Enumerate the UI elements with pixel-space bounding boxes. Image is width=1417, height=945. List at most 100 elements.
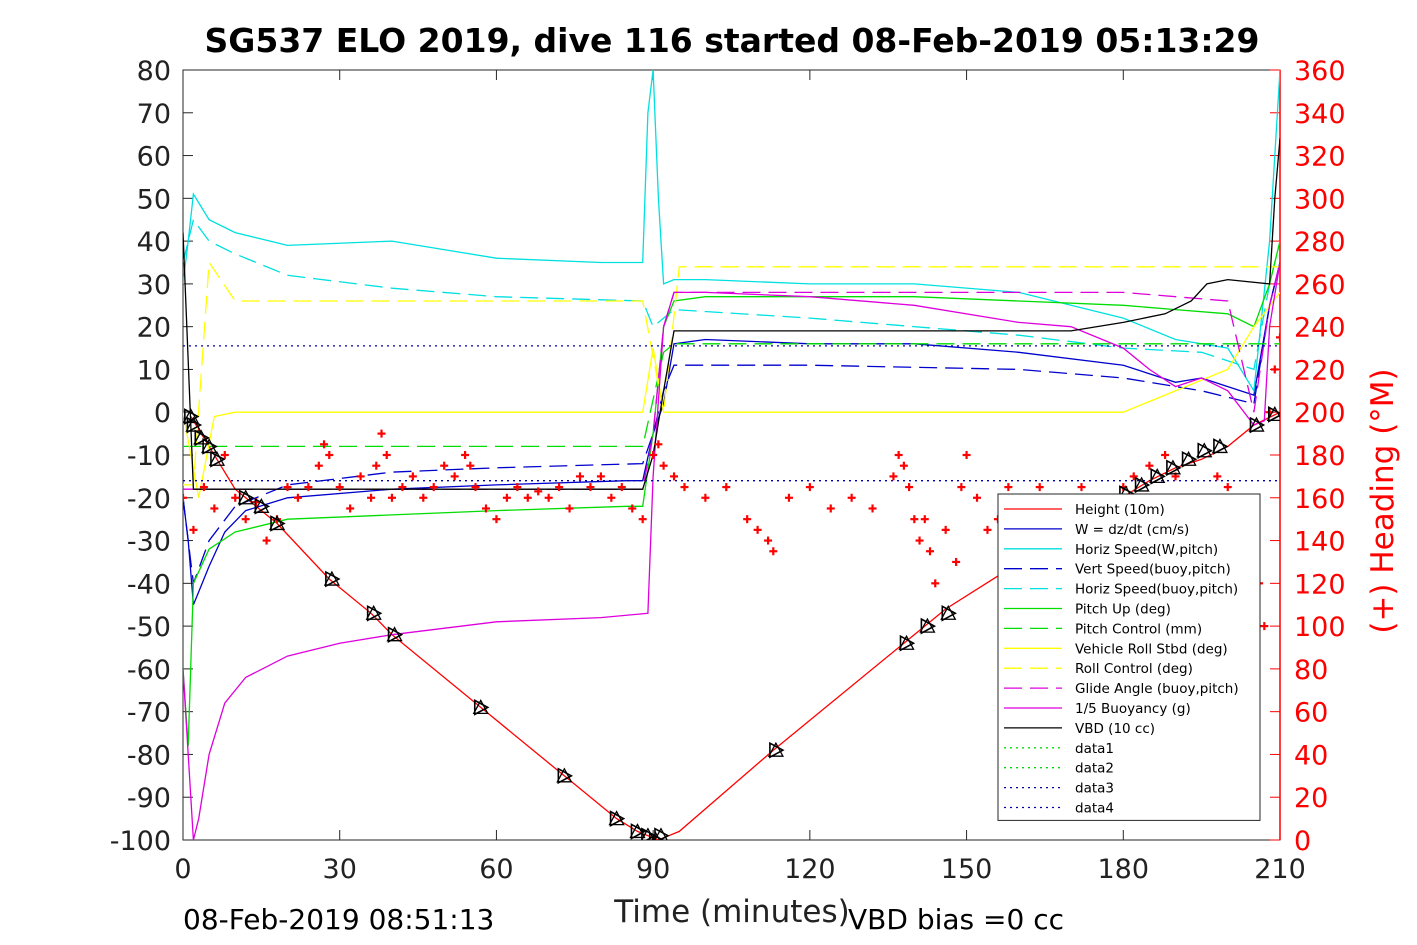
triangle-marker — [472, 699, 490, 716]
y-right-tick-label: 160 — [1294, 484, 1346, 515]
triangle-marker — [185, 416, 203, 434]
heading-point — [617, 483, 626, 492]
footer-vbd-bias: VBD bias =0 cc — [848, 903, 1064, 936]
y-tick-label: 60 — [137, 142, 171, 173]
heading-point — [983, 525, 992, 534]
y-tick-label: -80 — [127, 740, 171, 771]
footer-timestamp: 08-Feb-2019 08:51:13 — [183, 903, 494, 936]
y-tick-label: -60 — [127, 655, 171, 686]
heading-point — [1035, 483, 1044, 492]
legend-label: Roll Control (deg) — [1075, 661, 1193, 677]
legend-item: Horiz Speed(W,pitch) — [1004, 542, 1218, 558]
triangle-marker — [237, 489, 255, 507]
heading-point — [398, 483, 407, 492]
y-tick-label: 50 — [137, 184, 171, 215]
heading-point — [649, 451, 658, 459]
triangle-marker — [386, 626, 404, 644]
y-tick-label: -10 — [127, 441, 171, 472]
legend-item: Pitch Up (deg) — [1004, 602, 1171, 618]
heading-point — [320, 440, 329, 449]
heading-point — [183, 493, 187, 502]
heading-point — [481, 504, 490, 513]
triangle-marker — [268, 515, 286, 532]
heading-point — [638, 515, 647, 524]
legend-item: Roll Control (deg) — [1004, 661, 1193, 677]
series-line-7 — [183, 292, 1280, 498]
heading-point — [957, 483, 966, 492]
legend-item: data3 — [1004, 781, 1114, 797]
y-right-tick-label: 220 — [1294, 355, 1346, 386]
heading-point — [889, 472, 898, 481]
heading-point — [492, 515, 501, 524]
triangle-marker — [193, 429, 210, 447]
y-tick-label: 0 — [154, 398, 171, 429]
triangle-marker — [556, 767, 574, 785]
heading-point — [607, 493, 616, 502]
y-right-tick-label: 280 — [1294, 227, 1346, 258]
heading-point — [1161, 451, 1170, 459]
y-tick-label: -20 — [127, 484, 171, 515]
heading-point — [1145, 461, 1154, 470]
x-tick-label: 30 — [323, 854, 357, 885]
heading-point — [1129, 472, 1138, 481]
y-right-tick-label: 360 — [1294, 56, 1346, 87]
legend-label: 1/5 Buoyancy (g) — [1075, 701, 1191, 717]
y-right-tick-label: 40 — [1294, 740, 1328, 771]
heading-point — [701, 493, 710, 502]
triangle-marker — [1211, 438, 1229, 455]
triangle-marker — [608, 810, 626, 827]
triangle-marker — [629, 823, 647, 840]
legend: Height (10m) W = dz/dt (cm/s) Horiz Speed(… — [997, 493, 1261, 821]
heading-point — [450, 472, 459, 481]
legend-item: Vehicle Roll Stbd (deg) — [1004, 641, 1228, 657]
legend-item: VBD (10 cc) — [1004, 721, 1155, 737]
triangle-marker — [1196, 442, 1213, 460]
legend-item: 1/5 Buoyancy (g) — [1004, 701, 1191, 717]
y-right-tick-label: 320 — [1294, 142, 1346, 173]
plot-lines — [183, 70, 1280, 840]
series-line-6 — [183, 343, 1280, 448]
y-tick-label: -70 — [127, 698, 171, 729]
heading-point — [565, 504, 574, 513]
y-right-tick-label: 100 — [1294, 612, 1346, 643]
heading-point — [534, 487, 543, 496]
heading-point — [367, 493, 376, 502]
heading-point — [461, 451, 470, 459]
heading-point — [220, 451, 229, 459]
heading-point — [915, 536, 924, 545]
heading-point — [471, 483, 480, 492]
legend-label: VBD (10 cc) — [1075, 721, 1155, 737]
legend-label: Height (10m) — [1075, 502, 1165, 518]
triangle-marker — [767, 741, 785, 759]
legend-item: Pitch Control (mm) — [1004, 621, 1202, 637]
y-axis-label-right: (+) Heading (°M) — [1365, 368, 1401, 633]
heading-point — [283, 483, 292, 492]
y-right-tick-label: 300 — [1294, 184, 1346, 215]
x-tick-label: 210 — [1254, 854, 1306, 885]
x-tick-label: 180 — [1098, 854, 1150, 885]
triangle-marker — [1149, 468, 1166, 485]
triangle-marker — [201, 438, 218, 455]
heading-point — [346, 504, 355, 513]
series-line-1 — [183, 262, 1280, 605]
heading-point — [628, 504, 637, 513]
heading-point — [826, 504, 835, 513]
heading-point — [314, 461, 323, 470]
triangle-marker — [1180, 450, 1198, 468]
heading-point — [241, 515, 250, 524]
heading-point — [231, 493, 240, 502]
heading-point — [262, 536, 271, 545]
y-tick-label: 30 — [137, 270, 171, 301]
heading-point — [931, 579, 940, 588]
heading-point — [905, 483, 914, 492]
triangle-marker — [323, 570, 341, 588]
heading-point — [382, 451, 391, 459]
y-tick-label: 70 — [137, 99, 171, 130]
legend-label: data1 — [1075, 741, 1114, 757]
legend-label: Pitch Control (mm) — [1075, 621, 1202, 637]
triangle-marker — [253, 497, 271, 515]
chart-title: SG537 ELO 2019, dive 116 started 08-Feb-… — [205, 21, 1260, 60]
triangle-marker — [1248, 416, 1266, 434]
heading-point — [199, 483, 208, 492]
y-right-tick-label: 260 — [1294, 270, 1346, 301]
